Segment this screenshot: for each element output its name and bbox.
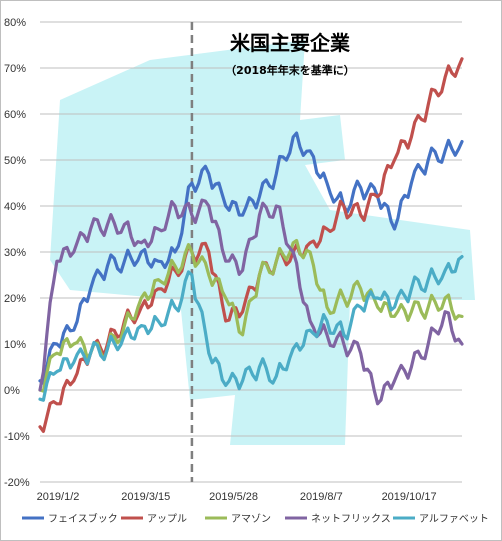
- y-tick-label: 80%: [4, 17, 26, 29]
- background-watermark: [50, 40, 475, 445]
- y-tick-label: 50%: [4, 155, 26, 167]
- series-line: [38, 131, 464, 385]
- legend-label: アルファベット: [419, 513, 489, 525]
- x-tick-label: 2019/3/15: [121, 491, 170, 503]
- x-tick-label: 2019/5/28: [209, 491, 258, 503]
- y-tick-label: 30%: [4, 247, 26, 259]
- legend-label: フェイスブック: [48, 512, 118, 525]
- x-tick-label: 2019/10/17: [382, 491, 437, 503]
- x-tick-labels: 2019/1/2 2019/3/15 2019/5/28 2019/8/7 2019/1…: [37, 491, 437, 503]
- legend: フェイスブック アップル アマゾン ネットフリックス アルファベット: [22, 512, 489, 525]
- y-tick-label: 40%: [4, 201, 26, 213]
- y-tick-labels: 80% 70% 60% 50% 40% 30% 20% 10% 0% -10% -20%: [4, 17, 30, 489]
- y-tick-label: 60%: [4, 109, 26, 121]
- chart-subtitle: （2018年年末を基準に）: [225, 63, 355, 77]
- y-tick-label: 10%: [4, 339, 26, 351]
- legend-label: アップル: [147, 513, 187, 525]
- legend-label: ネットフリックス: [311, 513, 391, 525]
- y-tick-label: 70%: [4, 63, 26, 75]
- series-lines: [38, 57, 464, 433]
- y-tick-label: 20%: [4, 293, 26, 305]
- legend-label: アマゾン: [231, 513, 271, 525]
- x-tick-label: 2019/1/2: [37, 491, 80, 503]
- y-tick-label: -10%: [4, 431, 30, 443]
- series-line: [38, 255, 464, 402]
- y-gridlines: [40, 21, 462, 483]
- series-line: [38, 198, 464, 406]
- x-tick-label: 2019/8/7: [300, 491, 343, 503]
- y-tick-label: 0%: [4, 385, 20, 397]
- series-line: [38, 57, 464, 433]
- chart-title: 米国主要企業: [230, 31, 351, 55]
- y-tick-label: -20%: [4, 477, 30, 489]
